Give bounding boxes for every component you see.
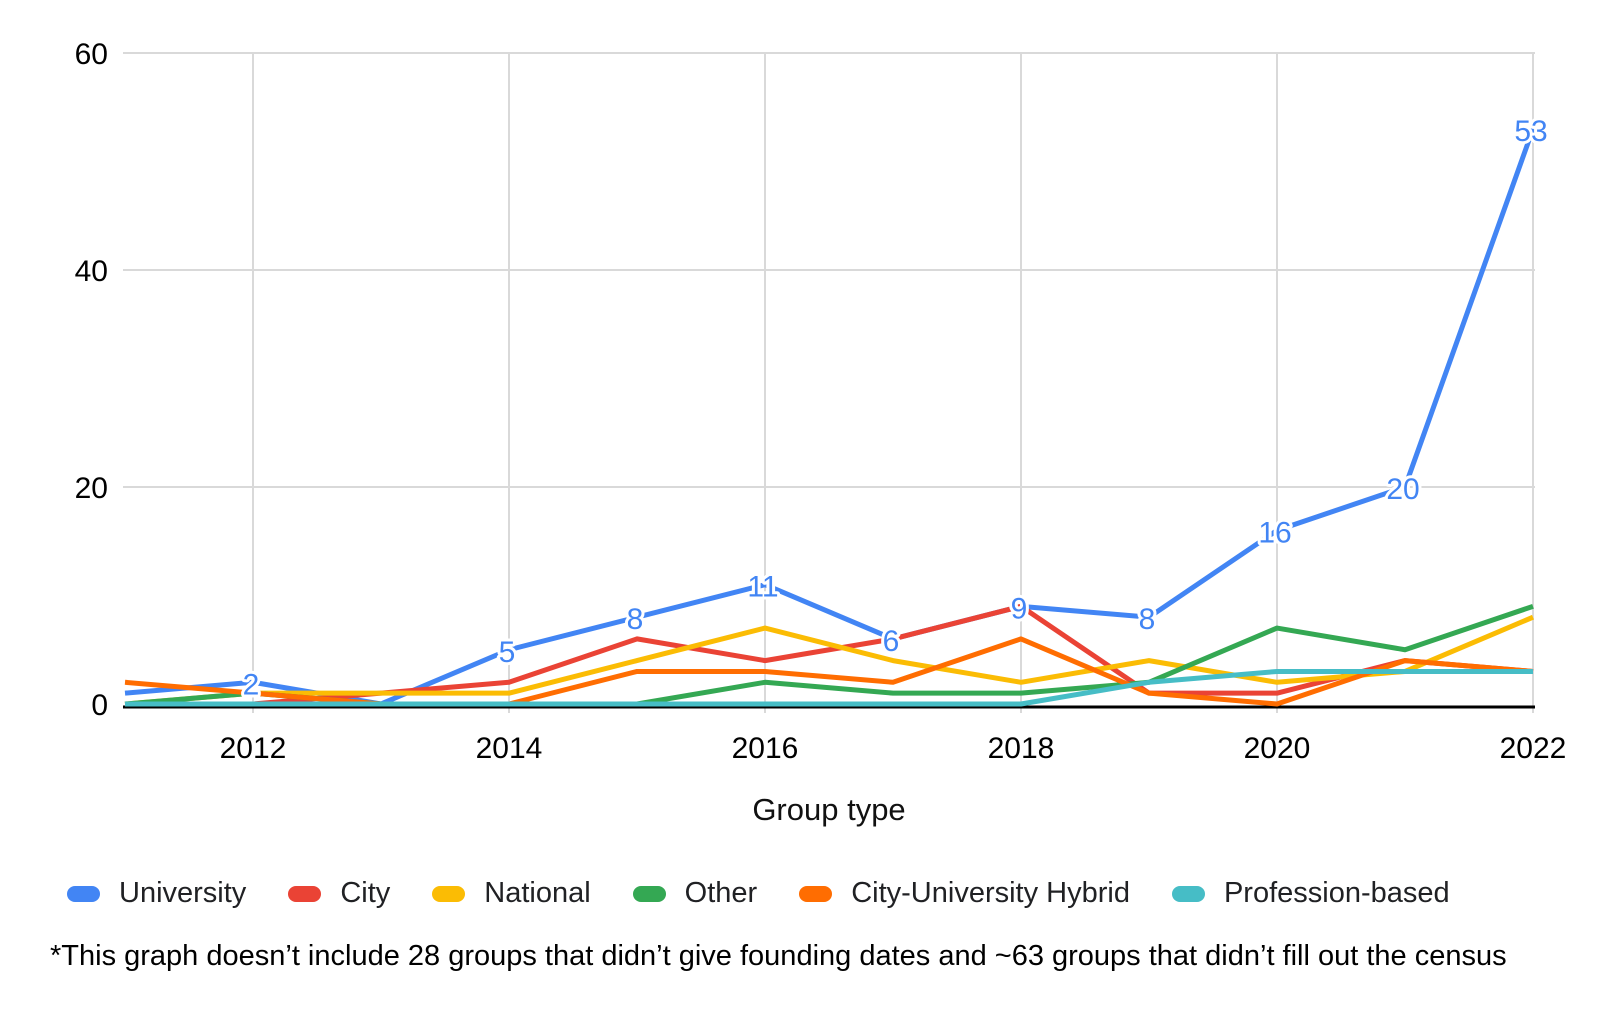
svg-text:2018: 2018 <box>988 732 1055 765</box>
svg-text:0: 0 <box>91 689 108 722</box>
legend-swatch-icon <box>799 885 833 902</box>
legend-item-university: University <box>67 877 246 910</box>
point-labels-university: 2 5 8 11 6 9 8 16 20 53 <box>240 112 1551 704</box>
legend-label: Profession-based <box>1223 877 1450 909</box>
point-label: 6 <box>883 625 900 658</box>
legend-label: City <box>340 877 391 909</box>
svg-text:2020: 2020 <box>1244 732 1311 765</box>
line-chart-canvas: 0 20 40 60 2012 2014 2016 2018 2020 2022 2 5 8 11 6 9 8 1… <box>75 38 1567 765</box>
svg-text:2022: 2022 <box>1500 732 1567 765</box>
point-label: 2 <box>243 668 260 701</box>
point-label: 5 <box>499 636 516 669</box>
legend-swatch-icon <box>632 885 666 902</box>
point-label: 8 <box>1139 603 1156 636</box>
legend-label: University <box>119 877 247 909</box>
svg-text:20: 20 <box>75 472 108 505</box>
series-line-university <box>124 128 1536 707</box>
legend-label: City-University Hybrid <box>851 877 1130 909</box>
legend-label: Other <box>684 877 758 909</box>
legend-swatch-icon <box>288 885 322 902</box>
chart-footnote: *This graph doesn’t include 28 groups th… <box>50 940 1507 972</box>
svg-text:2016: 2016 <box>732 732 799 765</box>
legend-item-city: City <box>288 877 390 910</box>
point-label: 11 <box>747 571 778 604</box>
x-axis-tick-labels: 2012 2014 2016 2018 2020 2022 <box>220 732 1567 765</box>
legend-item-other: Other <box>632 877 758 910</box>
x-axis-title: Group type <box>752 792 906 827</box>
legend-item-profession-based: Profession-based <box>1171 877 1450 910</box>
gridlines <box>123 52 1535 713</box>
series-line-national <box>124 614 1534 707</box>
series-line-profession-based <box>125 668 1533 707</box>
legend-label: National <box>484 877 591 909</box>
point-label: 20 <box>1386 473 1419 506</box>
point-label: 9 <box>1011 592 1028 625</box>
legend-swatch-icon <box>432 885 466 902</box>
svg-text:40: 40 <box>75 255 108 288</box>
legend-item-national: National <box>432 877 591 910</box>
legend-swatch-icon <box>1171 885 1205 902</box>
point-label: 8 <box>627 603 644 636</box>
legend-item-city-university-hybrid: City-University Hybrid <box>799 877 1130 910</box>
legend-swatch-icon <box>67 885 100 902</box>
svg-text:2014: 2014 <box>476 732 543 765</box>
y-axis-tick-labels: 0 20 40 60 <box>75 38 108 722</box>
line-chart: 0 20 40 60 2012 2014 2016 2018 2020 2022 2 5 8 11 6 9 8 1… <box>75 38 1567 765</box>
svg-text:60: 60 <box>75 38 108 71</box>
point-label: 16 <box>1258 516 1291 549</box>
svg-text:2012: 2012 <box>220 732 287 765</box>
point-label: 53 <box>1514 115 1547 148</box>
chart-legend: University City National Other City-Universi… <box>67 877 1450 910</box>
